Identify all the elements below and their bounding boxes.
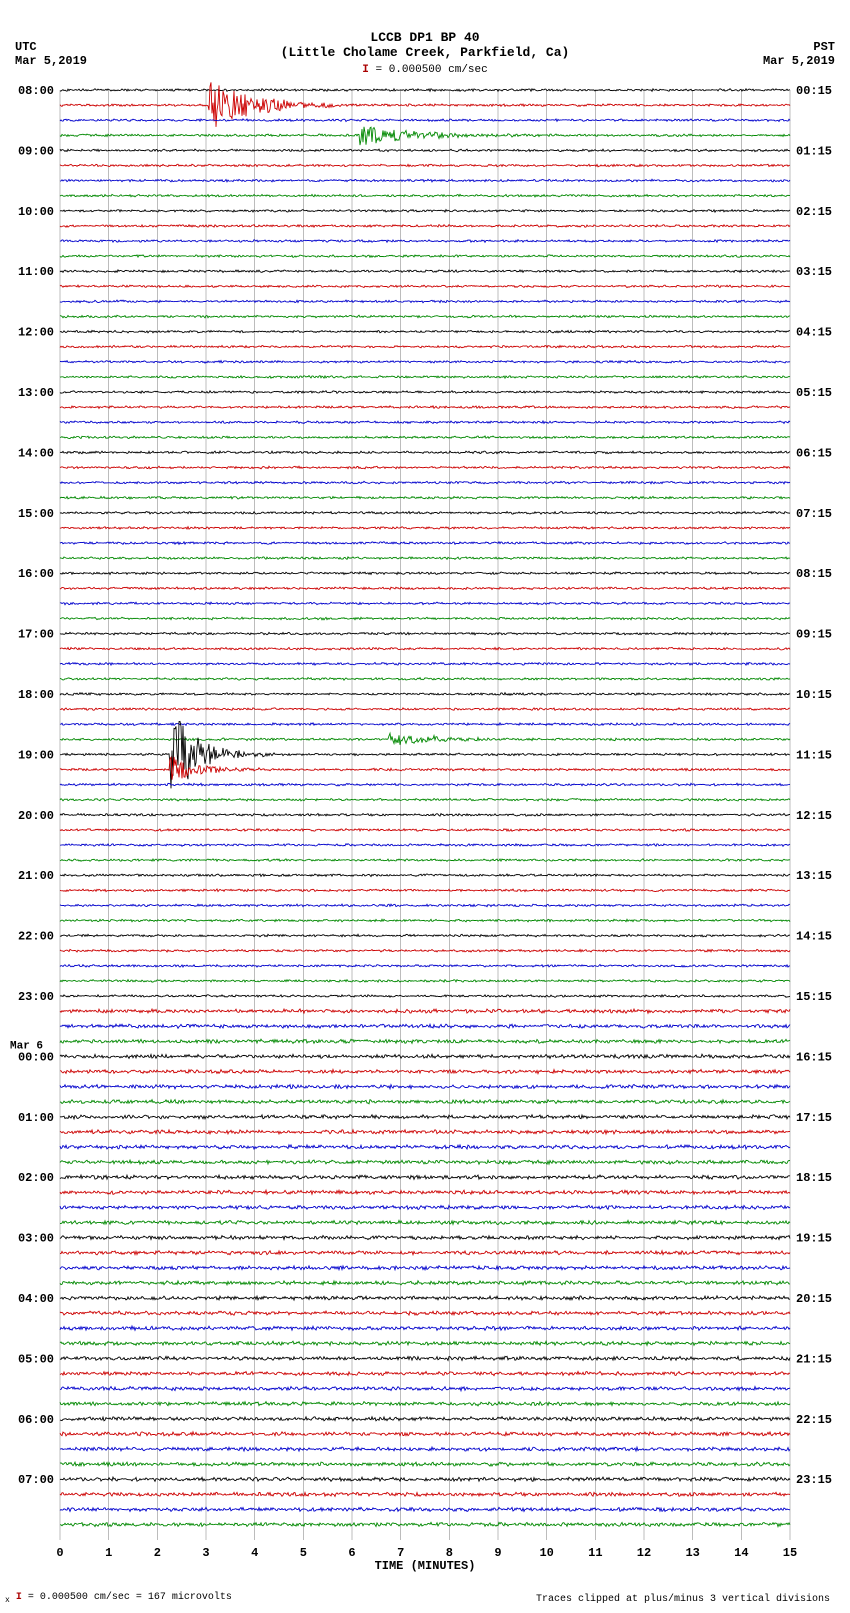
svg-text:12: 12: [637, 1546, 651, 1560]
svg-text:13:15: 13:15: [796, 869, 832, 883]
svg-text:11: 11: [588, 1546, 602, 1560]
svg-text:3: 3: [202, 1546, 209, 1560]
svg-text:1: 1: [105, 1546, 112, 1560]
svg-text:04:00: 04:00: [18, 1292, 54, 1306]
svg-text:11:00: 11:00: [18, 265, 54, 279]
svg-text:09:00: 09:00: [18, 144, 54, 158]
svg-text:21:00: 21:00: [18, 869, 54, 883]
svg-text:01:00: 01:00: [18, 1111, 54, 1125]
svg-text:4: 4: [251, 1546, 258, 1560]
svg-text:02:15: 02:15: [796, 205, 832, 219]
svg-text:03:15: 03:15: [796, 265, 832, 279]
svg-text:15:00: 15:00: [18, 507, 54, 521]
svg-text:09:15: 09:15: [796, 628, 832, 642]
svg-text:10: 10: [539, 1546, 553, 1560]
svg-text:01:15: 01:15: [796, 144, 832, 158]
svg-text:22:15: 22:15: [796, 1413, 832, 1427]
footer-clip-note: Traces clipped at plus/minus 3 vertical …: [536, 1594, 830, 1605]
footer-left-text: = 0.000500 cm/sec = 167 microvolts: [28, 1592, 232, 1603]
svg-text:14:00: 14:00: [18, 446, 54, 460]
svg-text:00:15: 00:15: [796, 84, 832, 98]
svg-text:9: 9: [494, 1546, 501, 1560]
svg-text:11:15: 11:15: [796, 748, 832, 762]
svg-text:12:00: 12:00: [18, 326, 54, 340]
svg-text:12:15: 12:15: [796, 809, 832, 823]
x-axis-label: TIME (MINUTES): [0, 1559, 850, 1573]
svg-text:00:00: 00:00: [18, 1050, 54, 1064]
svg-text:08:15: 08:15: [796, 567, 832, 581]
svg-text:2: 2: [154, 1546, 161, 1560]
svg-text:23:00: 23:00: [18, 990, 54, 1004]
svg-text:16:00: 16:00: [18, 567, 54, 581]
svg-text:07:00: 07:00: [18, 1473, 54, 1487]
svg-text:06:00: 06:00: [18, 1413, 54, 1427]
svg-text:08:00: 08:00: [18, 84, 54, 98]
svg-text:10:15: 10:15: [796, 688, 832, 702]
svg-text:05:15: 05:15: [796, 386, 832, 400]
svg-text:14:15: 14:15: [796, 930, 832, 944]
svg-text:8: 8: [446, 1546, 453, 1560]
svg-text:0: 0: [56, 1546, 63, 1560]
svg-text:7: 7: [397, 1546, 404, 1560]
svg-text:23:15: 23:15: [796, 1473, 832, 1487]
svg-text:13:00: 13:00: [18, 386, 54, 400]
svg-text:21:15: 21:15: [796, 1352, 832, 1366]
svg-text:19:15: 19:15: [796, 1232, 832, 1246]
svg-text:5: 5: [300, 1546, 307, 1560]
svg-text:02:00: 02:00: [18, 1171, 54, 1185]
svg-text:14: 14: [734, 1546, 748, 1560]
svg-text:05:00: 05:00: [18, 1352, 54, 1366]
svg-text:19:00: 19:00: [18, 748, 54, 762]
svg-text:15:15: 15:15: [796, 990, 832, 1004]
svg-text:06:15: 06:15: [796, 446, 832, 460]
svg-text:6: 6: [348, 1546, 355, 1560]
svg-text:17:00: 17:00: [18, 628, 54, 642]
svg-text:18:15: 18:15: [796, 1171, 832, 1185]
svg-text:18:00: 18:00: [18, 688, 54, 702]
svg-text:15: 15: [783, 1546, 797, 1560]
seismogram-svg: 012345678910111213141508:0000:1509:0001:…: [0, 0, 850, 1613]
footer-scale-note: x I = 0.000500 cm/sec = 167 microvolts: [5, 1592, 232, 1605]
svg-text:16:15: 16:15: [796, 1050, 832, 1064]
svg-text:10:00: 10:00: [18, 205, 54, 219]
svg-text:04:15: 04:15: [796, 326, 832, 340]
svg-text:20:00: 20:00: [18, 809, 54, 823]
svg-text:17:15: 17:15: [796, 1111, 832, 1125]
svg-text:07:15: 07:15: [796, 507, 832, 521]
seismogram-plot: LCCB DP1 BP 40 (Little Cholame Creek, Pa…: [0, 0, 850, 1613]
svg-text:03:00: 03:00: [18, 1232, 54, 1246]
svg-text:22:00: 22:00: [18, 930, 54, 944]
svg-text:13: 13: [685, 1546, 699, 1560]
svg-text:20:15: 20:15: [796, 1292, 832, 1306]
